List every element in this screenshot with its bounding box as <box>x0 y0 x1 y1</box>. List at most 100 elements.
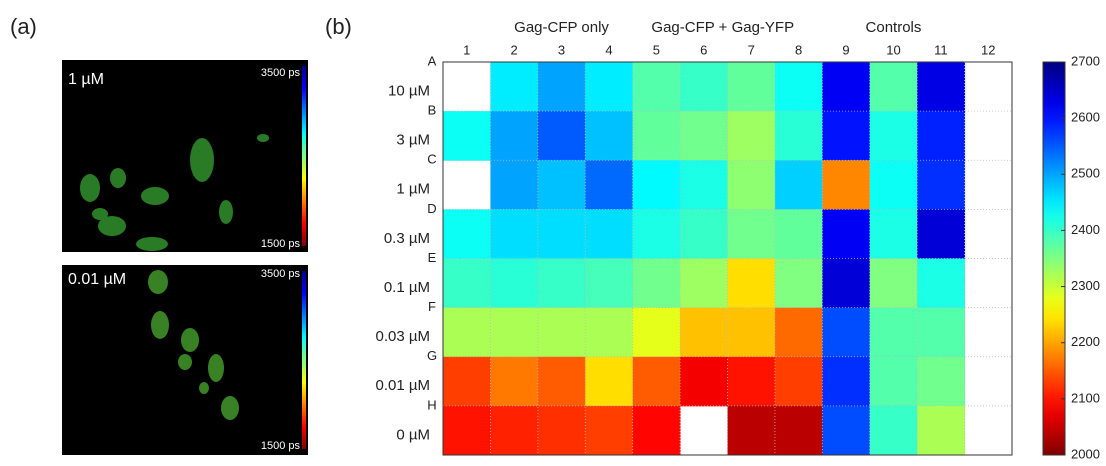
heatmap-cell <box>537 307 586 358</box>
heatmap-cell <box>774 209 823 259</box>
heatmap-cell <box>443 405 491 456</box>
heatmap-cell <box>680 209 728 259</box>
heatmap-cell <box>585 307 634 358</box>
heatmap-cell <box>443 356 491 407</box>
colorbar-tick-label: 2600 <box>1071 110 1100 125</box>
heatmap-cell <box>680 258 728 309</box>
heatmap-cell <box>585 209 634 259</box>
heatmap-cell <box>490 62 539 112</box>
heatmap-cell <box>727 62 776 112</box>
row-letter: D <box>427 201 436 216</box>
column-label: 2 <box>511 42 518 57</box>
column-label: 11 <box>934 42 948 57</box>
row-label: 3 µM <box>396 132 430 149</box>
heatmap-cell <box>917 307 966 358</box>
heatmap-cell <box>490 111 539 161</box>
heatmap-cell <box>537 160 586 210</box>
row-label: 0.1 µM <box>384 279 430 296</box>
micrograph: 1 µM 3500 ps 1500 ps <box>62 60 308 252</box>
row-letter: H <box>427 397 436 412</box>
heatmap-cell <box>443 209 491 259</box>
heatmap-cell <box>727 405 776 456</box>
row-letter: A <box>428 53 437 68</box>
row-letter: C <box>427 152 436 167</box>
column-label: 6 <box>700 42 707 57</box>
heatmap-cell <box>680 62 728 112</box>
panel-label: (b) <box>325 14 352 39</box>
heatmap-cell <box>680 111 728 161</box>
heatmap-cell <box>869 209 918 259</box>
heatmap-cell <box>443 258 491 309</box>
column-label: 8 <box>795 42 802 57</box>
heatmap-cell <box>774 356 823 407</box>
column-label: 3 <box>558 42 565 57</box>
heatmap-cell <box>727 111 776 161</box>
heatmap-cell <box>869 111 918 161</box>
heatmap-cell <box>917 62 966 112</box>
heatmap-cell <box>537 405 586 456</box>
column-group: Gag-CFP only <box>514 19 609 36</box>
colorbar <box>1042 61 1066 456</box>
row-letter: G <box>427 348 437 363</box>
row-label: 0.01 µM <box>376 377 431 394</box>
heatmap-cell <box>632 209 681 259</box>
heatmap-cell <box>869 62 918 112</box>
heatmap-cell <box>490 405 539 456</box>
heatmap-cell <box>443 307 491 358</box>
heatmap-cell <box>537 209 586 259</box>
column-group: Gag-CFP + Gag-YFP <box>651 19 794 36</box>
column-label: 12 <box>981 42 995 57</box>
row-letter: B <box>428 103 437 118</box>
heatmap-cell <box>585 356 634 407</box>
column-label: 10 <box>886 42 900 57</box>
heatmap-cell <box>917 111 966 161</box>
heatmap-cell <box>774 160 823 210</box>
row-letter: F <box>428 299 436 314</box>
heatmap-cell <box>822 209 871 259</box>
heatmap-cell <box>869 258 918 309</box>
column-label: 5 <box>653 42 660 57</box>
row-label: 0.03 µM <box>376 328 431 345</box>
heatmap-cell <box>869 160 918 210</box>
heatmap-cell <box>917 209 966 259</box>
row-letter: E <box>428 250 437 265</box>
heatmap-cell <box>585 62 634 112</box>
heatmap-cell <box>774 258 823 309</box>
heatmap-cell <box>917 258 966 309</box>
heatmap-cell <box>537 356 586 407</box>
column-group: Controls <box>866 19 922 36</box>
heatmap-cell <box>490 160 539 210</box>
heatmap-cell <box>822 258 871 309</box>
row-label: 1 µM <box>396 181 430 198</box>
row-label: 10 µM <box>388 82 430 99</box>
heatmap-cell <box>822 356 871 407</box>
heatmap-cell <box>822 111 871 161</box>
colorbar-tick-label: 2500 <box>1071 166 1100 181</box>
heatmap-cell <box>490 258 539 309</box>
heatmap-cell <box>727 209 776 259</box>
heatmap-cell <box>822 160 871 210</box>
micrograph: 0.01 µM 3500 ps 1500 ps <box>62 265 308 455</box>
heatmap-cell <box>727 258 776 309</box>
colorbar-tick-label: 2200 <box>1071 334 1100 349</box>
row-label: 0 µM <box>396 426 430 443</box>
heatmap-cell <box>680 160 728 210</box>
column-label: 4 <box>605 42 612 57</box>
heatmap-cell <box>490 209 539 259</box>
heatmap-cell <box>537 62 586 112</box>
heatmap-cell <box>869 405 918 456</box>
heatmap-cell <box>585 160 634 210</box>
heatmap-cell <box>632 307 681 358</box>
heatmap-cell <box>585 111 634 161</box>
heatmap-cell <box>822 307 871 358</box>
heatmap-cell <box>490 307 539 358</box>
heatmap-cell <box>632 258 681 309</box>
colorbar-tick-label: 2300 <box>1071 278 1100 293</box>
heatmap-cell <box>727 307 776 358</box>
heatmap-cell <box>727 160 776 210</box>
heatmap-cell <box>680 356 728 407</box>
heatmap-cell <box>585 258 634 309</box>
heatmap-cell <box>680 307 728 358</box>
plot-frame <box>442 61 1013 456</box>
colorbar-tick-label: 2100 <box>1071 390 1100 405</box>
